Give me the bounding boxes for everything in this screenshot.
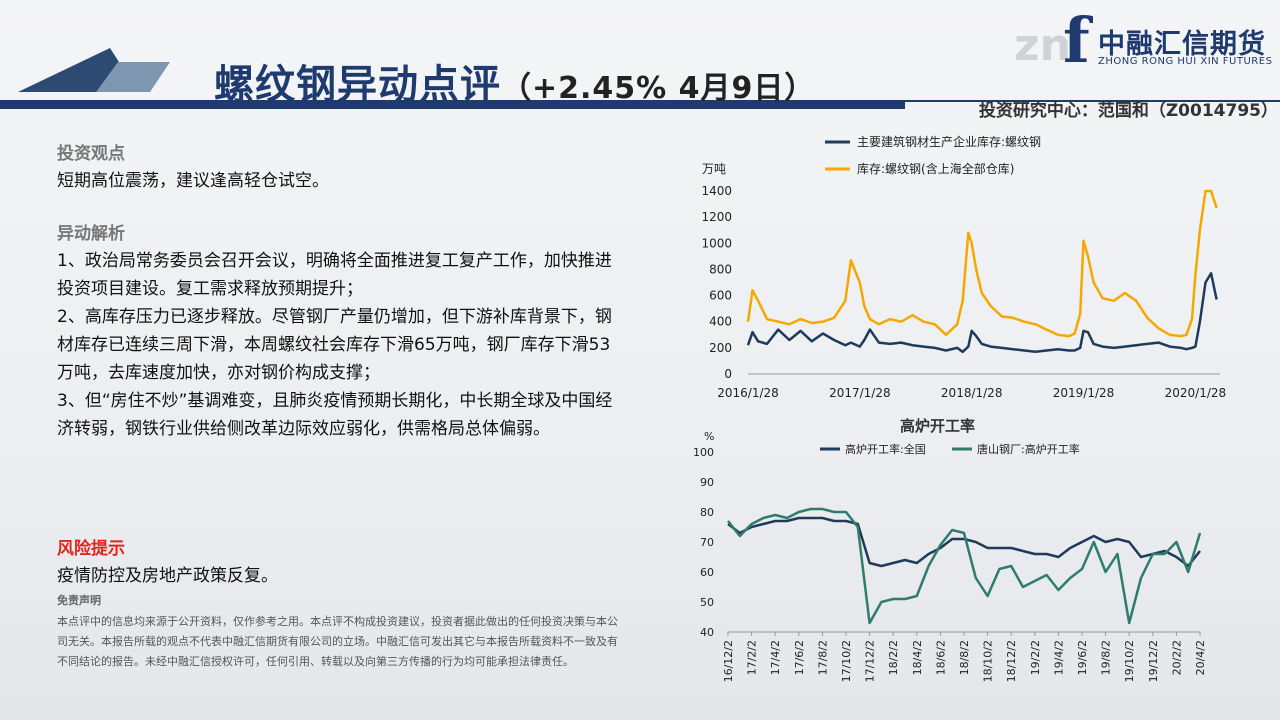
- y-tick-label: 600: [709, 289, 732, 303]
- x-tick-label: 16/12/2: [722, 640, 735, 682]
- x-tick-label: 17/8/2: [816, 640, 829, 675]
- x-tick-label: 19/8/2: [1100, 640, 1113, 675]
- x-tick-label: 17/2/2: [746, 640, 759, 675]
- analysis-paragraph-3: 3、但“房住不炒”基调难变，且肺炎疫情预期长期化，中长期全球及中国经济转弱，钢铁…: [57, 391, 613, 439]
- legend-label-1: 主要建筑钢材生产企业库存:螺纹钢: [857, 134, 1041, 149]
- x-tick-label: 19/2/2: [1029, 640, 1042, 675]
- y-tick-label: 80: [700, 506, 714, 519]
- x-tick-label: 18/8/2: [958, 640, 971, 675]
- series-line-1: [727, 516, 1201, 568]
- x-tick-label: 20/2/2: [1170, 640, 1183, 675]
- author-line: 投资研究中心：范国和（Z0014795）: [978, 101, 1278, 121]
- y-tick-label: 70: [700, 536, 714, 549]
- banner-bar-thin: [905, 100, 1280, 102]
- x-tick-label: 2018/1/28: [941, 386, 1003, 400]
- legend-label-1: 高炉开工率:全国: [845, 442, 926, 456]
- y-tick-label: 0: [724, 367, 732, 381]
- inventory-chart: 主要建筑钢材生产企业库存:螺纹钢 库存:螺纹钢(含上海全部仓库) 万吨 0 200…: [701, 134, 1227, 400]
- x-tick-label: 18/10/2: [982, 640, 995, 682]
- series-line-1: [746, 272, 1218, 354]
- title-main: 螺纹钢异动点评: [214, 62, 501, 108]
- y-tick-label: 1200: [701, 210, 732, 224]
- x-tick-label: 19/12/2: [1147, 640, 1160, 682]
- y-axis-label: 万吨: [702, 162, 726, 176]
- x-tick-label: 17/12/2: [864, 640, 877, 682]
- analysis-heading: 异动解析: [57, 224, 125, 244]
- logo-mark-f: f: [1063, 4, 1090, 77]
- view-text: 短期高位震荡，建议逢高轻仓试空。: [57, 171, 329, 191]
- banner-bar: [0, 100, 905, 109]
- y-tick-label: 1400: [701, 184, 732, 198]
- x-tick-label: 19/6/2: [1076, 640, 1089, 675]
- title-percent: +2.45%: [532, 71, 668, 106]
- page-title: 螺纹钢异动点评（+2.45% 4月9日）: [214, 52, 815, 110]
- x-tick-label: 18/2/2: [887, 640, 900, 675]
- risk-heading: 风险提示: [57, 539, 125, 559]
- y-tick-label: 200: [709, 341, 732, 355]
- blast-furnace-chart: 高炉开工率 % 高炉开工率:全国 唐山钢厂:高炉开工率 40 50 60 70 80 90…: [693, 417, 1207, 682]
- x-tick-label: 19/10/2: [1123, 640, 1136, 682]
- y-tick-label: 400: [709, 315, 732, 329]
- y-axis-label: %: [704, 430, 714, 443]
- disclaimer-heading: 免责声明: [57, 594, 101, 607]
- analysis-paragraph-1: 1、政治局常务委员会召开会议，明确将全面推进复工复产工作，加快推进投资项目建设。…: [57, 251, 612, 299]
- x-tick-label: 17/6/2: [793, 640, 806, 675]
- logo-mark-zn: zn: [1014, 20, 1071, 71]
- y-tick-label: 1000: [701, 236, 732, 250]
- x-tick-label: 2016/1/28: [717, 386, 779, 400]
- analysis-body: 1、政治局常务委员会召开会议，明确将全面推进复工复产工作，加快推进投资项目建设。…: [57, 247, 627, 443]
- y-tick-label: 90: [700, 476, 714, 489]
- x-tick-label: 17/10/2: [840, 640, 853, 682]
- logo-name-cn: 中融汇信期货: [1098, 29, 1266, 60]
- x-tick-label: 18/6/2: [934, 640, 947, 675]
- chart-title: 高炉开工率: [900, 417, 975, 435]
- view-heading: 投资观点: [57, 144, 125, 164]
- y-tick-label: 50: [700, 596, 714, 609]
- x-tick-label: 18/4/2: [911, 640, 924, 675]
- series-line-2: [746, 189, 1218, 338]
- y-tick-label: 800: [709, 262, 732, 276]
- legend-label-2: 库存:螺纹钢(含上海全部仓库): [857, 161, 1014, 176]
- header-banner: [0, 48, 1280, 109]
- x-tick-label: 2020/1/28: [1165, 386, 1227, 400]
- risk-text: 疫情防控及房地产政策反复。: [57, 566, 278, 586]
- y-tick-label: 40: [700, 626, 714, 639]
- x-tick-label: 18/12/2: [1005, 640, 1018, 682]
- series-line-2: [727, 507, 1202, 625]
- x-tick-label: 20/4/2: [1194, 640, 1207, 675]
- y-tick-label: 60: [700, 566, 714, 579]
- banner-triangle-light: [96, 62, 170, 92]
- analysis-paragraph-2: 2、高库存压力已逐步释放。尽管钢厂产量仍增加，但下游补库背景下，钢材库存已连续三…: [57, 307, 612, 383]
- title-open: （: [501, 71, 532, 106]
- x-tick-label: 17/4/2: [769, 640, 782, 675]
- disclaimer-text: 本点评中的信息均来源于公开资料，仅作参考之用。本点评不构成投资建议，投资者据此做…: [57, 615, 618, 668]
- legend-label-2: 唐山钢厂:高炉开工率: [977, 442, 1080, 456]
- logo-name-en: ZHONG RONG HUI XIN FUTURES: [1098, 56, 1273, 67]
- x-tick-label: 19/4/2: [1052, 640, 1065, 675]
- title-date: 4月9日）: [667, 71, 816, 106]
- x-tick-label: 2017/1/28: [829, 386, 891, 400]
- y-tick-label: 100: [693, 446, 714, 459]
- x-tick-label: 2019/1/28: [1053, 386, 1115, 400]
